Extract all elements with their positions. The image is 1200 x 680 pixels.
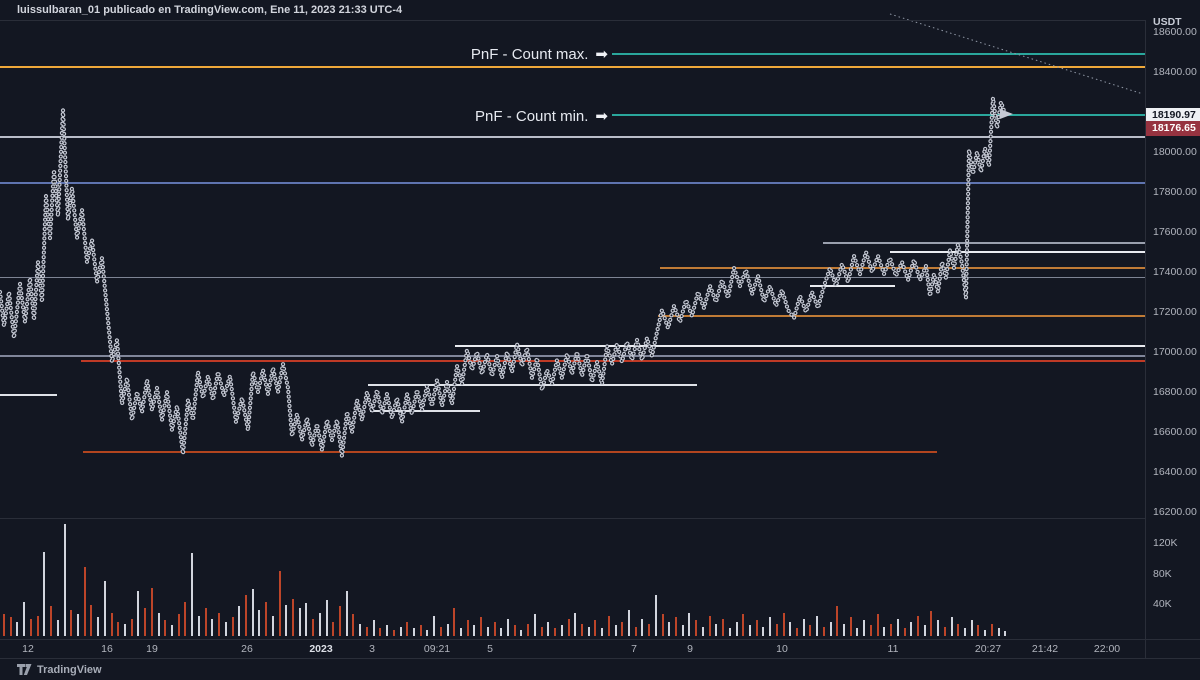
price-pane[interactable] (0, 20, 1145, 518)
currency-label: USDT (1153, 16, 1182, 28)
price-tick-label: 18000.00 (1153, 146, 1197, 158)
price-tick-label: 17600.00 (1153, 226, 1197, 238)
pnf-count-max-label[interactable]: PnF - Count max. ➡ (470, 45, 608, 64)
time-axis-separator (0, 639, 1200, 640)
time-tick-label: 19 (146, 643, 158, 655)
time-tick-label: 26 (241, 643, 253, 655)
volume-pane[interactable] (0, 518, 1145, 639)
attribution-text: luissulbaran_01 publicado en TradingView… (17, 4, 403, 16)
pnf-count-max-text: PnF - Count max. (470, 45, 589, 63)
time-tick-label: 21:42 (1031, 643, 1059, 655)
footer-bar: TradingView (0, 658, 1200, 680)
brand-text[interactable]: TradingView (37, 663, 102, 676)
time-tick-label: 11 (887, 643, 899, 655)
price-tick-label: 18600.00 (1153, 26, 1197, 38)
volume-tick-label: 80K (1153, 568, 1172, 580)
last-price-label: 18176.65 (1146, 120, 1200, 136)
time-axis[interactable]: 12 16 19 26 2023 3 09:21 5 7 9 10 11 20:27 21:42 22:00 (0, 639, 1145, 658)
price-tick-label: 16200.00 (1153, 506, 1197, 518)
time-tick-label: 9 (687, 643, 693, 655)
price-axis-separator[interactable] (1145, 20, 1146, 658)
price-tick-label: 18400.00 (1153, 66, 1197, 78)
arrow-right-icon: ➡ (595, 108, 608, 125)
price-tick-label: 17000.00 (1153, 346, 1197, 358)
time-tick-label: 09:21 (423, 643, 451, 655)
time-tick-label: 10 (776, 643, 788, 655)
time-tick-label: 22:00 (1093, 643, 1121, 655)
price-tick-label: 16400.00 (1153, 466, 1197, 478)
time-tick-label: 12 (22, 643, 34, 655)
price-tick-label: 17200.00 (1153, 306, 1197, 318)
pnf-count-min-label[interactable]: PnF - Count min. ➡ (475, 107, 608, 126)
time-tick-label: 16 (101, 643, 113, 655)
price-tick-label: 17400.00 (1153, 266, 1197, 278)
price-tick-label: 16600.00 (1153, 426, 1197, 438)
pnf-line-price-label: 18190.97 (1146, 107, 1200, 123)
volume-tick-label: 40K (1153, 598, 1172, 610)
time-tick-label: 20:27 (974, 643, 1002, 655)
attribution-bar: luissulbaran_01 publicado en TradingView… (0, 0, 1200, 20)
time-tick-label: 7 (631, 643, 637, 655)
header-separator (0, 20, 1145, 21)
price-tick-label: 17800.00 (1153, 186, 1197, 198)
pane-separator[interactable] (0, 518, 1145, 519)
time-tick-label: 3 (369, 643, 375, 655)
price-axis[interactable]: USDT 18190.97 18176.65 18600.00 18400.00 1… (1146, 16, 1200, 658)
arrow-right-icon: ➡ (595, 46, 608, 63)
pnf-count-min-text: PnF - Count min. (475, 107, 589, 125)
time-tick-label: 5 (487, 643, 493, 655)
volume-tick-label: 120K (1153, 537, 1178, 549)
price-tick-label: 16800.00 (1153, 386, 1197, 398)
time-tick-label: 2023 (309, 643, 333, 655)
tradingview-logo-icon[interactable] (17, 664, 32, 675)
